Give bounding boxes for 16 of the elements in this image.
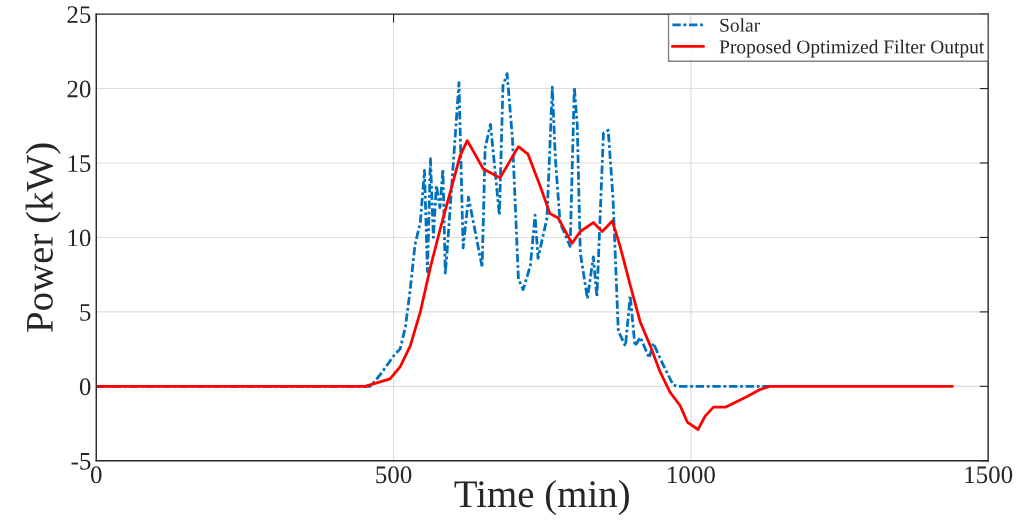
x-tick-label: 0 <box>90 466 102 484</box>
y-axis-title: Power (kW) <box>25 143 61 332</box>
y-tick-label: 20 <box>67 80 91 98</box>
legend-label: Solar <box>720 18 760 32</box>
y-tick-label: 25 <box>67 6 91 24</box>
x-axis-title: Time (min) <box>454 479 629 516</box>
y-tick-label: 15 <box>68 155 91 172</box>
x-tick-label: 500 <box>376 466 412 484</box>
y-tick-label: -5 <box>71 453 91 470</box>
y-tick-label: 10 <box>68 229 91 247</box>
x-tick-label: 1500 <box>965 466 1013 484</box>
line-series <box>96 139 954 431</box>
y-tick-label: 0 <box>79 378 91 396</box>
x-tick-label: 1000 <box>668 466 715 484</box>
y-tick-label: 5 <box>80 304 91 321</box>
legend-label: Proposed Optimized Filter Output <box>719 39 985 58</box>
